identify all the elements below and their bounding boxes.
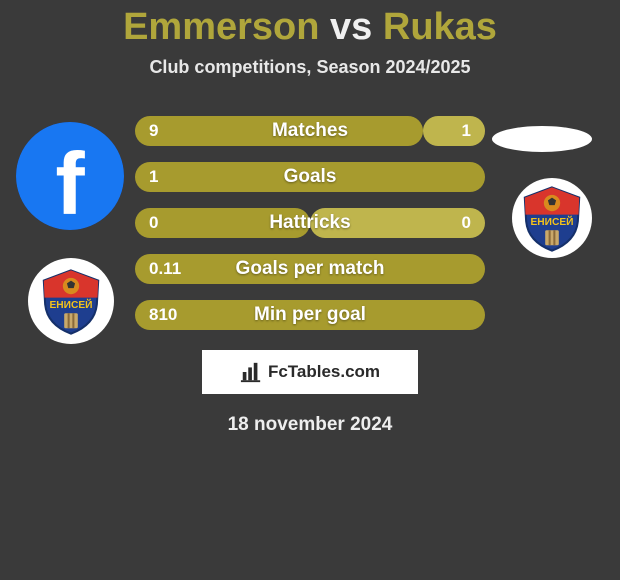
subtitle: Club competitions, Season 2024/2025 [0, 57, 620, 78]
player2-name: Rukas [383, 6, 497, 48]
stat-row: 0.11Goals per match [0, 254, 620, 284]
stat-bar-right: 0 [310, 208, 485, 238]
stat-bar-left: 1 [135, 162, 485, 192]
stat-row: 91Matches [0, 116, 620, 146]
stat-bar-left: 810 [135, 300, 485, 330]
brand-text: FcTables.com [268, 362, 380, 382]
stats-comparison: 91Matches 1Goals 00Hattricks 0.11Goals per … [0, 116, 620, 330]
stat-row: 810Min per goal [0, 300, 620, 330]
stat-bar-right: 1 [423, 116, 485, 146]
brand-footer: FcTables.com [202, 350, 418, 394]
stat-bar-left: 0 [135, 208, 310, 238]
snapshot-date: 18 november 2024 [0, 414, 620, 436]
stat-bar-left: 0.11 [135, 254, 485, 284]
vs-separator: vs [330, 6, 372, 48]
stat-row: 1Goals [0, 162, 620, 192]
page-title: Emmerson vs Rukas [0, 0, 620, 49]
chart-icon [240, 361, 262, 383]
stat-row: 00Hattricks [0, 208, 620, 238]
stat-bar-left: 9 [135, 116, 423, 146]
player1-name: Emmerson [123, 6, 319, 48]
